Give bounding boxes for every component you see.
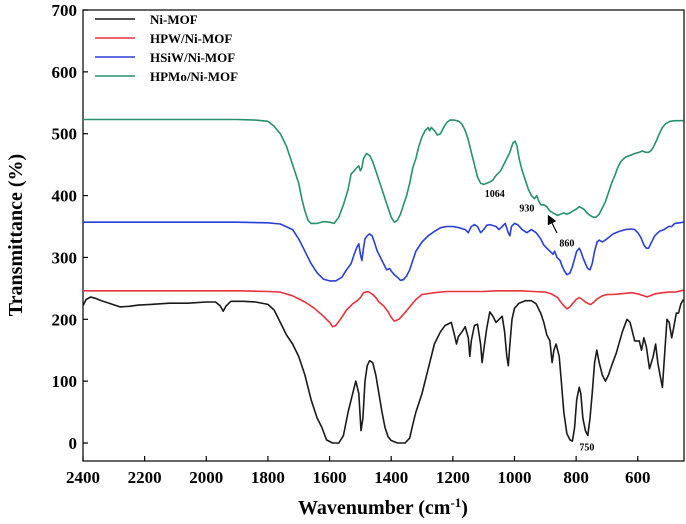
y-tick-label-400: 400 xyxy=(52,187,78,206)
series-line-hpw-ni-mof xyxy=(83,289,684,328)
x-tick-label-2400: 2400 xyxy=(66,468,100,487)
series-lines xyxy=(83,118,684,444)
x-axis: 2400 2200 2000 1800 1600 1400 1200 1000 800 600 xyxy=(66,456,651,487)
x-tick-label-1200: 1200 xyxy=(436,468,470,487)
x-tick-label-1000: 1000 xyxy=(497,468,531,487)
x-tick-label-1600: 1600 xyxy=(313,468,347,487)
x-tick-label-1800: 1800 xyxy=(251,468,285,487)
series-line-ni-mof xyxy=(83,296,684,444)
y-tick-label-500: 500 xyxy=(52,125,78,144)
series-line-hsiw-ni-mof xyxy=(83,221,684,282)
y-axis-title: Transmittance (%) xyxy=(5,154,27,316)
x-tick-label-800: 800 xyxy=(563,468,589,487)
legend: Ni-MOF HPW/Ni-MOF HSiW/Ni-MOF HPMo/Ni-MOF xyxy=(95,12,238,84)
x-tick-label-600: 600 xyxy=(625,468,651,487)
annotation-860: 860 xyxy=(559,238,574,249)
y-tick-label-100: 100 xyxy=(52,372,78,391)
x-axis-title: Wavenumber (cm-1) xyxy=(298,495,468,520)
y-tick-label-600: 600 xyxy=(52,63,78,82)
series-line-hpmo-ni-mof xyxy=(83,118,684,225)
y-tick-label-0: 0 xyxy=(69,434,78,453)
annotation-930: 930 xyxy=(519,204,534,215)
annotation-arrow-860 xyxy=(547,214,558,234)
annotations: 1064 930 860 750 xyxy=(485,189,595,454)
legend-label-hpw-ni-mof: HPW/Ni-MOF xyxy=(150,31,232,46)
y-tick-label-300: 300 xyxy=(52,248,78,267)
plot-frame xyxy=(82,9,685,462)
legend-label-ni-mof: Ni-MOF xyxy=(150,12,198,27)
y-tick-label-200: 200 xyxy=(52,310,78,329)
annotation-750: 750 xyxy=(579,442,594,453)
legend-label-hsiw-ni-mof: HSiW/Ni-MOF xyxy=(150,50,235,65)
y-axis: 0 100 200 300 400 500 600 700 xyxy=(52,1,88,453)
annotation-1064: 1064 xyxy=(485,189,505,200)
x-tick-label-1400: 1400 xyxy=(374,468,408,487)
x-tick-label-2200: 2200 xyxy=(128,468,162,487)
y-tick-label-700: 700 xyxy=(52,1,78,20)
legend-label-hpmo-ni-mof: HPMo/Ni-MOF xyxy=(150,69,238,84)
x-tick-label-2000: 2000 xyxy=(189,468,223,487)
